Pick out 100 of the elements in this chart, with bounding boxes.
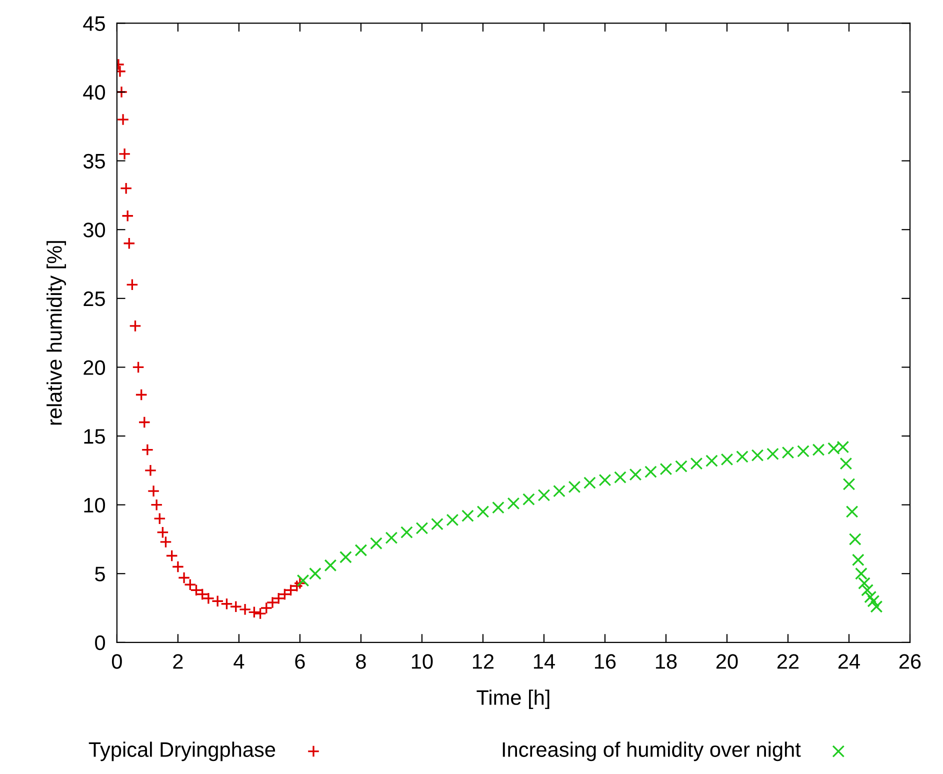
point <box>751 449 764 462</box>
y-tick-label: 0 <box>95 635 106 650</box>
point <box>797 444 810 458</box>
x-axis-title: Time [h] <box>476 690 550 710</box>
point <box>172 560 184 573</box>
point <box>840 457 852 470</box>
point <box>766 448 779 460</box>
point <box>230 600 242 613</box>
x-tick-label: 20 <box>716 654 738 669</box>
y-tick-label: 20 <box>84 360 106 375</box>
point <box>842 478 856 490</box>
point <box>339 550 352 564</box>
x-tick-label: 6 <box>295 654 305 669</box>
legend-label: Typical Dryingphase <box>88 742 276 762</box>
point <box>116 113 130 126</box>
point <box>238 603 252 616</box>
point <box>220 598 233 610</box>
point <box>147 484 160 498</box>
point <box>864 590 877 604</box>
point <box>135 388 148 401</box>
point <box>660 462 672 476</box>
point <box>854 567 868 580</box>
x-tick-label: 24 <box>838 654 860 669</box>
point <box>848 533 862 546</box>
point <box>675 460 688 473</box>
point <box>614 471 626 484</box>
point <box>522 493 535 506</box>
x-tick-label: 2 <box>173 654 183 669</box>
point <box>461 510 474 522</box>
point <box>138 416 151 428</box>
point <box>476 505 490 518</box>
point <box>202 592 215 605</box>
point <box>132 361 144 374</box>
point <box>294 577 306 590</box>
x-tick-label: 18 <box>656 654 677 669</box>
point <box>736 450 748 463</box>
point <box>430 518 444 530</box>
point <box>196 588 209 600</box>
point <box>858 577 870 590</box>
point <box>644 466 657 478</box>
point <box>324 559 337 572</box>
point <box>354 544 368 556</box>
point <box>538 488 550 502</box>
point <box>706 454 718 467</box>
x-tick-label: 14 <box>534 654 555 669</box>
y-axis-title: relative humidity [%] <box>46 241 66 425</box>
x-tick-label: 16 <box>594 654 616 669</box>
point <box>782 446 794 459</box>
legend-label: Increasing of humidity over night <box>502 742 801 762</box>
point <box>568 480 581 494</box>
x-tick-label: 26 <box>899 654 921 669</box>
point <box>720 453 734 466</box>
y-tick-label: 25 <box>84 291 105 306</box>
point <box>122 237 136 250</box>
point <box>150 498 163 512</box>
y-tick-label: 15 <box>84 429 105 444</box>
point <box>385 532 398 544</box>
point <box>629 468 642 481</box>
point <box>126 278 138 291</box>
point <box>852 554 864 566</box>
point <box>121 210 134 222</box>
point <box>178 572 190 584</box>
x-tick-label: 0 <box>112 654 122 669</box>
point <box>416 522 428 534</box>
x-tick-label: 12 <box>472 654 494 669</box>
point <box>507 497 520 510</box>
point <box>144 464 157 477</box>
point <box>867 594 880 608</box>
point <box>584 476 596 490</box>
point <box>812 444 825 456</box>
point <box>120 182 132 195</box>
point <box>400 526 413 539</box>
x-tick-label: 8 <box>356 654 366 669</box>
y-tick-label: 45 <box>83 16 105 31</box>
point <box>166 550 178 562</box>
point <box>156 526 169 539</box>
point <box>553 484 566 498</box>
point <box>690 457 703 470</box>
y-tick-label: 10 <box>84 498 106 513</box>
point <box>446 514 459 526</box>
point <box>129 320 142 332</box>
point <box>118 148 131 160</box>
point <box>116 86 128 98</box>
y-tick-label: 5 <box>95 566 105 582</box>
x-tick-label: 22 <box>777 654 799 669</box>
point <box>141 444 154 456</box>
point <box>160 536 172 548</box>
y-tick-label: 30 <box>83 222 106 238</box>
y-tick-label: 35 <box>83 154 105 169</box>
point <box>308 567 322 580</box>
point <box>598 474 612 486</box>
point <box>846 505 858 518</box>
y-tick-label: 40 <box>83 85 106 100</box>
x-tick-label: 10 <box>412 654 433 669</box>
point <box>370 537 382 550</box>
point <box>211 594 224 608</box>
point <box>492 501 504 514</box>
point <box>248 606 260 618</box>
x-tick-label: 4 <box>234 654 244 669</box>
point <box>296 574 310 587</box>
